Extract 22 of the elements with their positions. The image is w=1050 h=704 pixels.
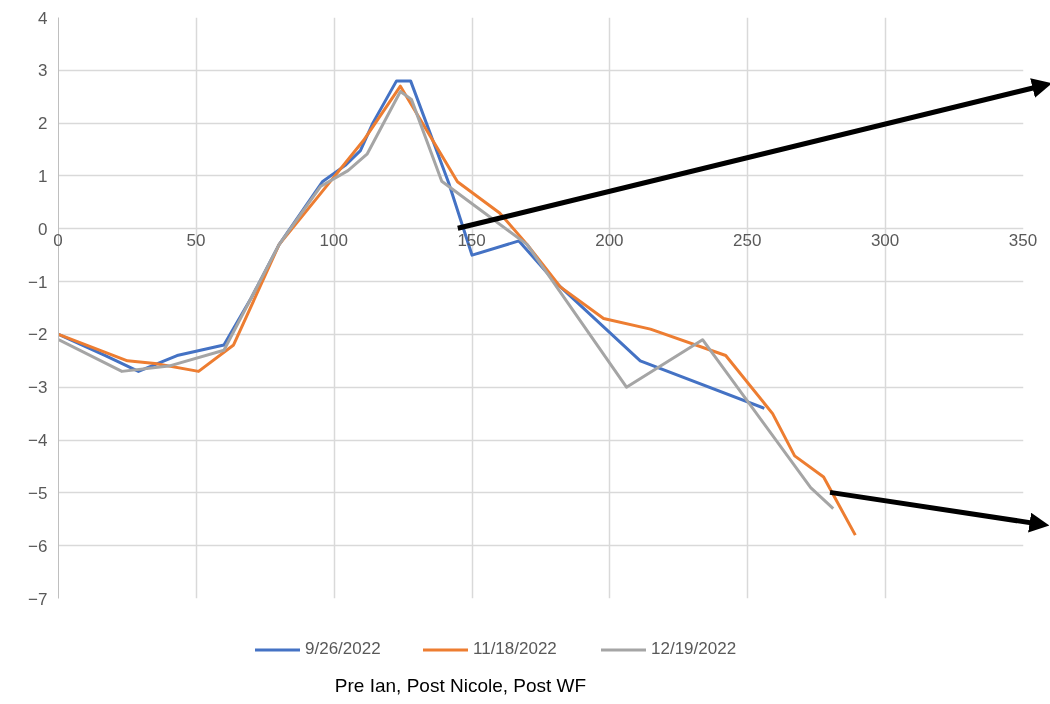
x-tick-label: 0 bbox=[53, 231, 63, 251]
y-tick-label: 3 bbox=[38, 61, 48, 81]
y-tick-label: 4 bbox=[38, 8, 48, 28]
text: Pre Ian, Post Nicole, Post WF bbox=[334, 674, 587, 696]
x-tick-label: 50 bbox=[186, 231, 206, 251]
y-tick-label: −7 bbox=[28, 589, 48, 609]
legend-label: 9/26/2022 bbox=[305, 639, 381, 659]
y-tick-label: −3 bbox=[28, 378, 48, 398]
x-tick-label: 250 bbox=[733, 231, 762, 251]
y-tick-label: −5 bbox=[28, 483, 48, 503]
y-tick-label: −2 bbox=[28, 325, 48, 345]
y-tick-label: −1 bbox=[28, 272, 48, 292]
y-tick-label: 2 bbox=[38, 114, 48, 134]
x-tick-label: 350 bbox=[1008, 231, 1038, 251]
x-tick-label: 300 bbox=[870, 231, 900, 251]
legend-label: 12/19/2022 bbox=[651, 639, 737, 659]
y-tick-label: −6 bbox=[28, 536, 48, 556]
y-tick-label: −4 bbox=[28, 431, 48, 451]
x-tick-label: 200 bbox=[595, 231, 624, 251]
y-tick-label: 1 bbox=[38, 166, 48, 186]
legend-label: 11/18/2022 bbox=[473, 639, 557, 659]
x-tick-label: 100 bbox=[319, 231, 348, 251]
